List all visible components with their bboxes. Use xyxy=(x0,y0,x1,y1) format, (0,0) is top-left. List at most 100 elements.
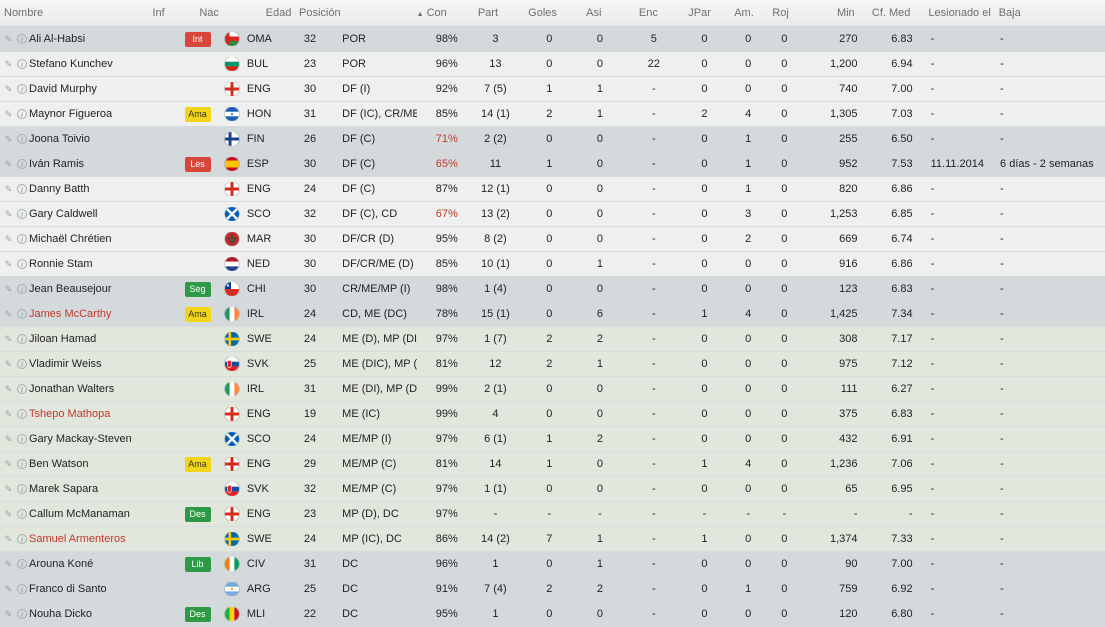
table-row[interactable]: ✎ i Iván Ramis Les ESP 30 DF (C) 65% 11 1 0-0 1 0 952… xyxy=(0,152,1105,177)
table-row[interactable]: ✎ i Stefano Kunchev BUL 23 POR 96% 13 0 0 22 0 0 0 1,2… xyxy=(0,52,1105,77)
info-icon[interactable]: i xyxy=(17,109,27,119)
info-icon[interactable]: i xyxy=(17,284,27,294)
player-name[interactable]: Gary Caldwell xyxy=(29,208,98,220)
player-name[interactable]: Iván Ramis xyxy=(29,158,85,170)
col-goles[interactable]: Goles xyxy=(528,7,557,19)
info-icon[interactable]: i xyxy=(17,434,27,444)
table-row[interactable]: ✎ i James McCarthy Ama IRL 24 CD, ME (DC) 78% 15… xyxy=(0,302,1105,327)
col-baja[interactable]: Baja xyxy=(998,7,1021,19)
player-name[interactable]: Franco di Santo xyxy=(29,583,107,595)
player-name[interactable]: Callum McManaman xyxy=(29,508,130,520)
table-row[interactable]: ✎ i Ronnie Stam NED 30 DF/CR/ME (D) 85% 10 (1) 0… xyxy=(0,252,1105,277)
info-icon[interactable]: i xyxy=(17,409,27,419)
info-icon[interactable]: i xyxy=(17,84,27,94)
player-name[interactable]: Danny Batth xyxy=(29,183,90,195)
edit-pencil-icon[interactable]: ✎ xyxy=(4,558,13,569)
edit-pencil-icon[interactable]: ✎ xyxy=(4,83,13,94)
info-icon[interactable]: i xyxy=(17,559,27,569)
edit-pencil-icon[interactable]: ✎ xyxy=(4,508,13,519)
status-badge[interactable]: Lib xyxy=(184,556,211,572)
edit-pencil-icon[interactable]: ✎ xyxy=(4,483,13,494)
player-name[interactable]: Nouha Dicko xyxy=(29,608,92,620)
status-badge[interactable]: Ama xyxy=(184,306,211,322)
edit-pencil-icon[interactable]: ✎ xyxy=(4,108,13,119)
status-badge[interactable]: Des xyxy=(184,606,211,622)
status-badge[interactable]: Ama xyxy=(184,456,211,472)
info-icon[interactable]: i xyxy=(17,134,27,144)
table-row[interactable]: ✎ i Gary Mackay-Steven SCO 24 ME/MP (I) 97% 6 (… xyxy=(0,427,1105,452)
col-nombre[interactable]: Nombre xyxy=(4,7,44,19)
player-name[interactable]: Ali Al-Habsi xyxy=(29,33,86,45)
status-badge[interactable]: Ama xyxy=(184,106,211,122)
edit-pencil-icon[interactable]: ✎ xyxy=(4,433,13,444)
info-icon[interactable]: i xyxy=(17,509,27,519)
edit-pencil-icon[interactable]: ✎ xyxy=(4,58,13,69)
info-icon[interactable]: i xyxy=(17,159,27,169)
edit-pencil-icon[interactable]: ✎ xyxy=(4,208,13,219)
table-row[interactable]: ✎ i Ben Watson Ama ENG 29 ME/MP (C) 81% 14 1 0-1 4 0… xyxy=(0,452,1105,477)
edit-pencil-icon[interactable]: ✎ xyxy=(4,33,13,44)
player-name[interactable]: Michaël Chrétien xyxy=(29,233,112,245)
col-posicion[interactable]: Posición xyxy=(299,7,341,19)
table-row[interactable]: ✎ i Callum McManaman Des ENG 23 MP (D), DC 97% -… xyxy=(0,502,1105,527)
player-name[interactable]: Ronnie Stam xyxy=(29,258,93,270)
info-icon[interactable]: i xyxy=(17,234,27,244)
col-cf-med[interactable]: Cf. Med xyxy=(871,7,911,19)
edit-pencil-icon[interactable]: ✎ xyxy=(4,458,13,469)
edit-pencil-icon[interactable]: ✎ xyxy=(4,333,13,344)
info-icon[interactable]: i xyxy=(17,459,27,469)
table-row[interactable]: ✎ i Ali Al-Habsi Int OMA 32 POR 98% 3 0 0 5 0 0 0 270 6.… xyxy=(0,27,1105,52)
player-name[interactable]: Marek Sapara xyxy=(29,483,99,495)
table-row[interactable]: ✎ i Michaël Chrétien MAR 30 DF/CR (D) 95% 8 (2)… xyxy=(0,227,1105,252)
info-icon[interactable]: i xyxy=(17,259,27,269)
info-icon[interactable]: i xyxy=(17,484,27,494)
player-name[interactable]: Arouna Koné xyxy=(29,558,94,570)
player-name[interactable]: Jean Beausejour xyxy=(29,283,112,295)
status-badge[interactable]: Int xyxy=(184,31,211,47)
player-name[interactable]: Gary Mackay-Steven xyxy=(29,433,132,445)
info-icon[interactable]: i xyxy=(17,209,27,219)
edit-pencil-icon[interactable]: ✎ xyxy=(4,133,13,144)
info-icon[interactable]: i xyxy=(17,609,27,619)
table-row[interactable]: ✎ i Danny Batth ENG 24 DF (C) 87% 12 (1) 0 0-0 1 0 8… xyxy=(0,177,1105,202)
col-part[interactable]: Part xyxy=(477,7,499,19)
edit-pencil-icon[interactable]: ✎ xyxy=(4,233,13,244)
info-icon[interactable]: i xyxy=(17,34,27,44)
info-icon[interactable]: i xyxy=(17,584,27,594)
info-icon[interactable]: i xyxy=(17,359,27,369)
table-row[interactable]: ✎ i Franco di Santo ARG 25 DC 91% 7 (4) 2 2-0 1 0 75… xyxy=(0,577,1105,602)
table-row[interactable]: ✎ i Jiloan Hamad SWE 24 ME (D), MP (DI) 97% 1 (… xyxy=(0,327,1105,352)
table-row[interactable]: ✎ i Marek Sapara SVK 32 ME/MP (C) 97% 1 (1) 0 0-0… xyxy=(0,477,1105,502)
player-name[interactable]: David Murphy xyxy=(29,83,97,95)
player-name[interactable]: Ben Watson xyxy=(29,458,89,470)
table-row[interactable]: ✎ i Maynor Figueroa Ama HON 31 DF (IC), CR/ME … xyxy=(0,102,1105,127)
col-min[interactable]: Min xyxy=(836,7,855,19)
edit-pencil-icon[interactable]: ✎ xyxy=(4,408,13,419)
edit-pencil-icon[interactable]: ✎ xyxy=(4,358,13,369)
status-badge[interactable]: Des xyxy=(184,506,211,522)
edit-pencil-icon[interactable]: ✎ xyxy=(4,533,13,544)
edit-pencil-icon[interactable]: ✎ xyxy=(4,183,13,194)
col-enc[interactable]: Enc xyxy=(638,7,658,19)
col-edad[interactable]: Edad xyxy=(265,7,292,19)
info-icon[interactable]: i xyxy=(17,309,27,319)
table-row[interactable]: ✎ i Gary Caldwell SCO 32 DF (C), CD 67% 13 (2) 0… xyxy=(0,202,1105,227)
table-row[interactable]: ✎ i Jean Beausejour Seg CHI 30 CR/ME/MP (I) 98%… xyxy=(0,277,1105,302)
edit-pencil-icon[interactable]: ✎ xyxy=(4,258,13,269)
table-row[interactable]: ✎ i Arouna Koné Lib CIV 31 DC 96% 1 0 1-0 0 0 90 7.00-… xyxy=(0,552,1105,577)
info-icon[interactable]: i xyxy=(17,59,27,69)
info-icon[interactable]: i xyxy=(17,184,27,194)
status-badge[interactable]: Seg xyxy=(184,281,211,297)
edit-pencil-icon[interactable]: ✎ xyxy=(4,583,13,594)
col-con[interactable]: ▲ Con xyxy=(393,7,453,19)
table-row[interactable]: ✎ i David Murphy ENG 30 DF (I) 92% 7 (5) 1 1-0 0 0 7… xyxy=(0,77,1105,102)
edit-pencil-icon[interactable]: ✎ xyxy=(4,383,13,394)
table-row[interactable]: ✎ i Joona Toivio FIN 26 DF (C) 71% 2 (2) 0 0-0 1 0 2… xyxy=(0,127,1105,152)
player-name[interactable]: Maynor Figueroa xyxy=(29,108,113,120)
col-roj[interactable]: Roj xyxy=(772,7,789,19)
edit-pencil-icon[interactable]: ✎ xyxy=(4,308,13,319)
info-icon[interactable]: i xyxy=(17,334,27,344)
col-inf[interactable]: Inf xyxy=(152,7,165,19)
col-am[interactable]: Am. xyxy=(734,7,754,19)
